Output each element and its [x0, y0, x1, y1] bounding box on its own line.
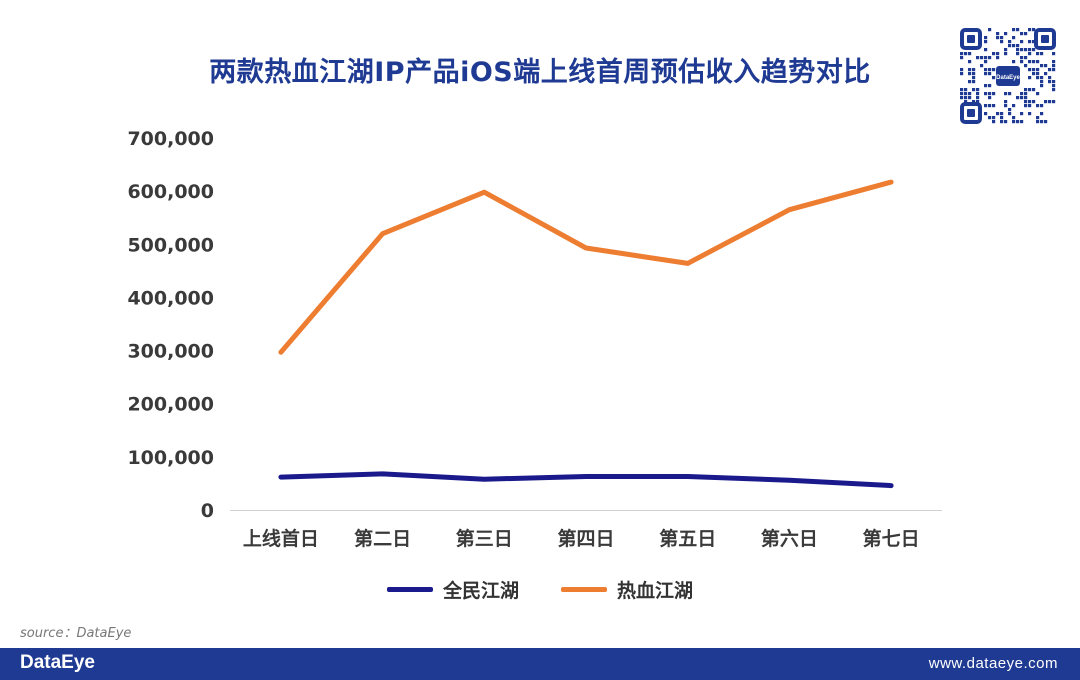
footer-logo: DataEye	[20, 652, 95, 673]
legend-swatch	[386, 587, 433, 592]
line-chart: 0 100,000 200,000 300,000 400,000 500,000 600,…	[127, 128, 942, 550]
y-tick-label: 400,000	[127, 287, 214, 309]
legend-label: 全民江湖	[442, 580, 519, 602]
x-tick-label: 第六日	[761, 527, 818, 550]
y-tick-label: 500,000	[127, 234, 214, 256]
qr-center-label: DataEye	[996, 75, 1020, 81]
source-note: source：DataEye	[20, 626, 132, 641]
x-tick-label: 第五日	[659, 527, 716, 550]
legend-swatch	[561, 587, 607, 592]
x-tick-label: 第二日	[354, 527, 411, 550]
y-tick-label: 200,000	[127, 394, 214, 416]
y-tick-label: 100,000	[127, 447, 214, 469]
qr-code-icon: DataEye	[958, 26, 1058, 126]
legend-item-series-1: 全民江湖	[386, 576, 519, 603]
y-tick-label: 300,000	[127, 341, 214, 363]
x-tick-label: 第七日	[863, 527, 920, 550]
y-tick-label: 0	[201, 500, 214, 522]
y-tick-label: 700,000	[127, 128, 214, 150]
series-line-2	[278, 179, 894, 355]
legend-item-series-2: 热血江湖	[561, 576, 693, 603]
y-tick-label: 600,000	[127, 181, 214, 203]
x-tick-label: 第三日	[456, 527, 513, 550]
chart-title: 两款热血江湖IP产品iOS端上线首周预估收入趋势对比	[209, 57, 871, 88]
x-tick-label: 上线首日	[243, 527, 319, 550]
series-line-1	[278, 471, 894, 489]
footer-bar: DataEye www.dataeye.com	[0, 648, 1080, 680]
x-tick-label: 第四日	[557, 527, 614, 550]
footer-url[interactable]: www.dataeye.com	[928, 655, 1058, 672]
legend-label: 热血江湖	[617, 580, 694, 602]
legend: 全民江湖 热血江湖	[0, 576, 1080, 603]
